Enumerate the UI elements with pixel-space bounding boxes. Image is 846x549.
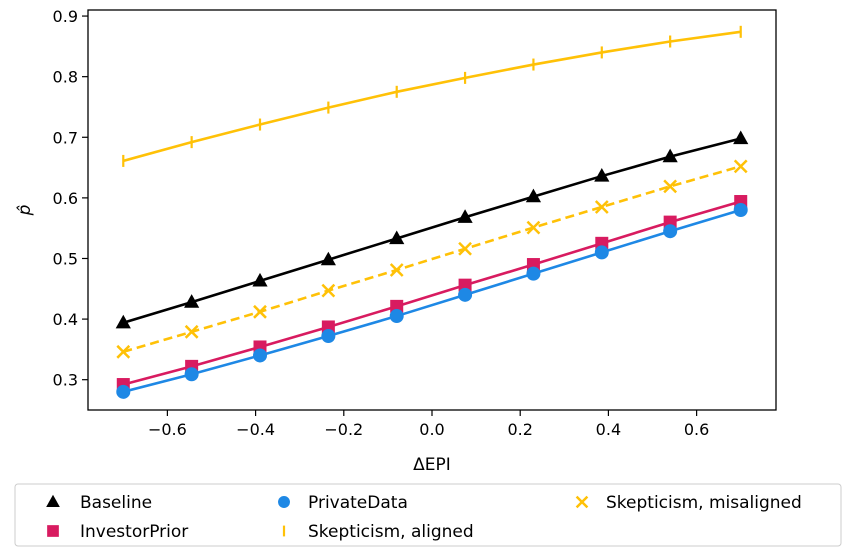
x-marker [575,495,589,509]
legend-entry: PrivateData [278,493,408,513]
legend-label: InvestorPrior [80,522,188,542]
axes-frame [87,9,777,411]
circle-marker [663,224,678,239]
x-tick-label: −0.2 [324,420,363,439]
legend-entry: Skepticism, aligned [282,522,474,542]
legend-label: PrivateData [308,493,408,513]
square-marker [390,299,404,313]
triangle-marker [184,294,200,308]
y-tick-label: 0.4 [53,310,78,329]
x-marker [733,159,748,174]
circle-marker [389,309,404,324]
x-marker [526,220,541,235]
x-marker [321,283,336,298]
x-marker [594,200,609,214]
circle-marker [321,329,336,344]
y-tick-label: 0.7 [53,128,78,147]
circle-marker [278,496,290,508]
triangle-marker [594,168,610,182]
series-skepticism-misaligned [116,159,748,359]
y-tick-label: 0.6 [53,189,78,208]
legend-frame [14,483,842,547]
series-privatedata [116,203,748,399]
x-tick-label: 0.4 [596,420,621,439]
triangle-marker [252,272,268,287]
x-marker [253,304,267,319]
x-tick-label: −0.4 [236,420,275,439]
legend-entry: Baseline [46,493,152,513]
legend-label: Baseline [80,493,152,513]
triangle-marker [115,314,131,329]
circle-marker [116,384,131,399]
x-marker [389,263,404,277]
x-marker [116,344,131,359]
series-baseline [115,130,749,329]
triangle-marker [525,188,542,203]
y-axis-ticks: 0.3 0.4 0.5 0.6 0.7 0.8 0.9 [53,7,88,390]
legend-label: Skepticism, misaligned [606,493,802,513]
y-tick-label: 0.3 [53,371,78,390]
series-investorprior [116,195,748,392]
triangle-marker [320,251,336,266]
legend-entry: Skepticism, misaligned [575,493,802,513]
triangle-marker [46,494,60,508]
x-marker [184,324,199,339]
x-axis-label: ΔEPI [413,455,451,475]
circle-marker [526,266,541,281]
legend-label: Skepticism, aligned [308,522,474,542]
triangle-marker [662,148,678,163]
x-tick-label: 0.2 [507,420,532,439]
triangle-marker [733,130,749,145]
triangle-marker [389,230,405,245]
x-axis-ticks: −0.6 −0.4 −0.2 0.0 0.2 0.4 0.6 [148,410,709,439]
y-tick-label: 0.8 [53,68,78,87]
x-tick-label: 0.6 [684,420,709,439]
x-tick-label: 0.0 [419,420,444,439]
series-line [122,200,742,386]
y-axis-label: p̂ [15,204,35,216]
x-marker [663,179,678,194]
circle-marker [733,203,748,217]
x-marker [458,241,472,256]
circle-marker [253,348,267,363]
series-line [122,208,742,394]
y-tick-label: 0.9 [53,7,78,26]
square-marker [47,525,59,537]
legend-entry: InvestorPrior [47,522,188,542]
legend: Baseline InvestorPrior PrivateData Skeptici… [14,483,842,547]
y-tick-label: 0.5 [53,249,78,268]
series-line [122,137,742,324]
series-skepticism-aligned [122,25,742,167]
circle-marker [458,287,473,302]
series-layer [115,25,749,399]
x-tick-label: −0.6 [148,420,187,439]
circle-marker [594,245,609,260]
square-marker [458,278,472,292]
circle-marker [184,367,199,382]
series-line [122,30,741,163]
series-line [122,165,742,354]
triangle-marker [457,209,473,223]
